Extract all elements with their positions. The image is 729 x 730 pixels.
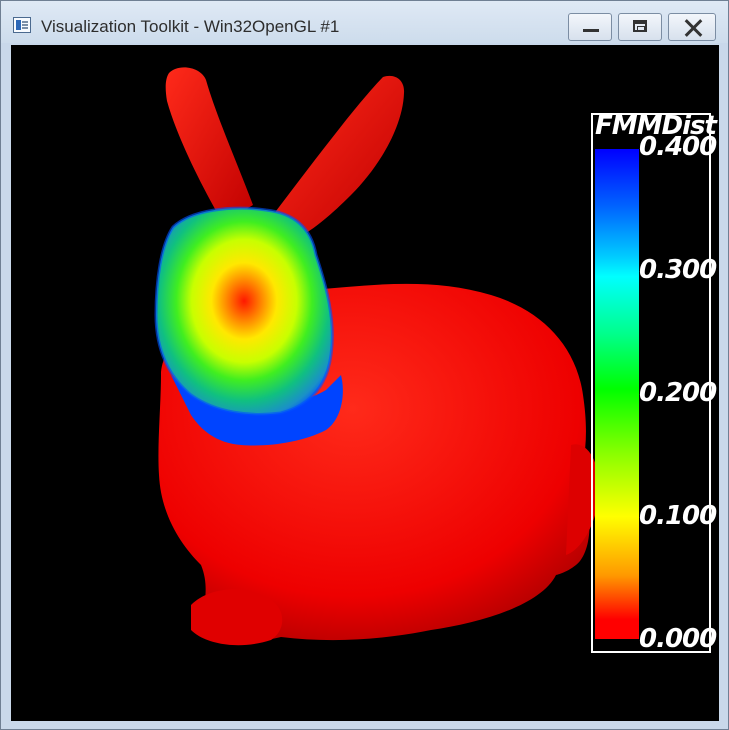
window-title: Visualization Toolkit - Win32OpenGL #1 xyxy=(41,17,340,36)
bunny-head xyxy=(156,208,333,415)
scalar-bar-label: 0.100 xyxy=(639,501,717,531)
scalar-bar-label: 0.000 xyxy=(639,624,717,654)
bunny-tail xyxy=(566,444,600,555)
head-outline xyxy=(154,206,334,416)
scalar-bar-title: FMMDist xyxy=(595,111,717,141)
bunny-feet xyxy=(191,589,283,646)
scalar-bar-label: 0.400 xyxy=(639,132,717,162)
bunny-render xyxy=(154,67,600,646)
close-icon xyxy=(683,18,703,38)
scalar-bar-colormap xyxy=(595,149,639,639)
scalar-bar-label: 0.200 xyxy=(639,378,717,408)
scalar-bar-legend: FMMDist 0.400 0.300 0.200 0.100 0.000 xyxy=(591,111,717,653)
minimize-button[interactable] xyxy=(568,13,612,41)
maximize-button[interactable] xyxy=(618,13,662,41)
right-ear xyxy=(273,75,405,235)
left-ear xyxy=(165,67,253,224)
scalar-bar-label: 0.300 xyxy=(639,255,717,285)
vtk-window-icon[interactable] xyxy=(13,17,31,33)
minimize-icon xyxy=(583,29,599,32)
close-button[interactable] xyxy=(668,13,716,41)
title-bar[interactable]: Visualization Toolkit - Win32OpenGL #1 xyxy=(1,1,728,43)
render-viewport[interactable]: FMMDist 0.400 0.300 0.200 0.100 0.000 xyxy=(11,45,719,721)
maximize-icon xyxy=(633,20,647,32)
